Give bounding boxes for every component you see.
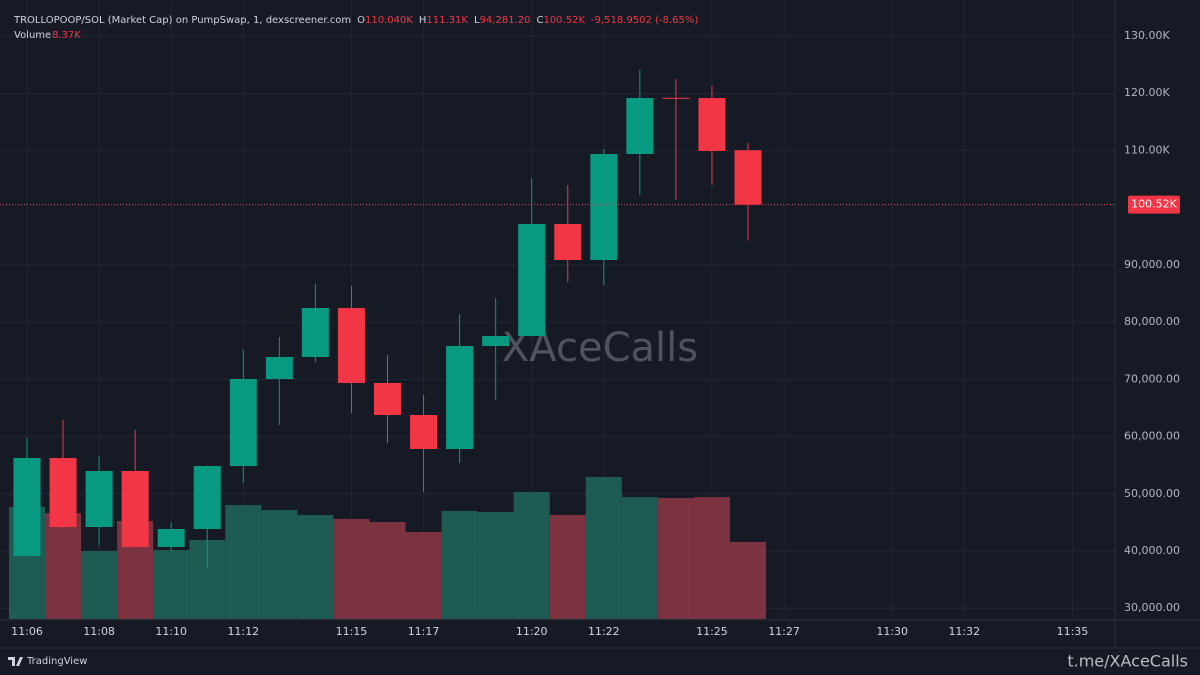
y-tick-label: 90,000.00	[1124, 258, 1180, 271]
ohlc-letter: L	[474, 15, 480, 26]
candle-body	[662, 97, 690, 99]
candle-body	[482, 335, 510, 346]
volume-bar	[261, 509, 298, 619]
volume-bar	[729, 541, 767, 619]
y-tick-label: 110.00K	[1124, 143, 1170, 156]
candle-body	[121, 470, 149, 547]
candle-body	[13, 458, 41, 557]
volume-bar	[225, 504, 262, 619]
volume-bar	[657, 497, 694, 619]
volume-bar	[621, 497, 658, 619]
candle-body	[446, 345, 474, 449]
ohlc-change: -9,518.9502 (-8.65%)	[591, 15, 698, 26]
candle-body	[698, 97, 726, 151]
x-tick-label: 11:32	[948, 625, 980, 638]
y-tick-label: 70,000.00	[1124, 372, 1180, 385]
volume-bar	[549, 514, 586, 619]
ohlc-value: 111.31K	[426, 15, 468, 26]
volume-bar	[81, 550, 118, 619]
y-tick-label: 30,000.00	[1124, 601, 1180, 614]
ohlc-legend: O 110.040K H 111.31K L 94,281.20 C 100.52K -9,51…	[357, 15, 698, 26]
candle-body	[337, 307, 365, 383]
ohlc-letter: H	[419, 15, 427, 26]
x-tick-label: 11:15	[336, 625, 368, 638]
ohlc-value: 110.040K	[365, 15, 413, 26]
y-tick-label: 120.00K	[1124, 86, 1170, 99]
y-tick-label: 40,000.00	[1124, 544, 1180, 557]
volume-bar	[333, 518, 370, 619]
candle-body	[157, 528, 185, 547]
candle-body	[734, 150, 762, 205]
candle-body	[554, 223, 582, 260]
tradingview-logo	[8, 657, 23, 666]
x-tick-label: 11:22	[588, 625, 620, 638]
candle-body	[626, 97, 654, 154]
x-tick-label: 11:30	[876, 625, 908, 638]
candle-body	[49, 458, 77, 527]
last-price-box	[1128, 195, 1180, 214]
volume-value: 8.37K	[52, 30, 81, 41]
candle-body	[229, 378, 257, 466]
x-tick-label: 11:10	[155, 625, 187, 638]
axes: 130.00K 120.00K 110.00K 90,000.00 80,000.00 7…	[11, 29, 1180, 638]
volume-bar	[153, 550, 190, 619]
x-tick-label: 11:17	[408, 625, 440, 638]
x-tick-label: 11:08	[83, 625, 115, 638]
candle-body	[265, 356, 293, 379]
footer-right: t.me/XAceCalls	[1067, 652, 1188, 671]
volume-bar	[585, 477, 622, 619]
candle-body	[410, 414, 438, 449]
ohlc-letter: O	[357, 15, 365, 26]
candle-body	[301, 307, 329, 357]
y-tick-label: 80,000.00	[1124, 315, 1180, 328]
candle-layer	[0, 69, 1115, 569]
candle-body	[518, 223, 546, 336]
volume-bar	[441, 510, 478, 619]
candle-body	[590, 153, 618, 260]
ohlc-value: 100.52K	[543, 15, 585, 26]
volume-bar	[693, 497, 730, 619]
header-title: TROLLOPOOP/SOL (Market Cap) on PumpSwap,…	[13, 15, 351, 26]
x-tick-label: 11:20	[516, 625, 548, 638]
volume-bar	[405, 531, 442, 619]
x-tick-label: 11:12	[227, 625, 259, 638]
candle-body	[193, 465, 221, 529]
y-tick-label: 130.00K	[1124, 29, 1170, 42]
ohlc-value: 94,281.20	[480, 15, 531, 26]
x-tick-label: 11:06	[11, 625, 43, 638]
volume-bar	[297, 514, 334, 619]
candle-body	[85, 470, 113, 527]
volume-bar	[513, 491, 550, 619]
ohlc-letter: C	[536, 15, 543, 26]
y-tick-label: 50,000.00	[1124, 487, 1180, 500]
volume-bar	[477, 511, 514, 619]
x-tick-label: 11:35	[1057, 625, 1089, 638]
volume-bar	[369, 521, 406, 619]
volume-title: Volume	[14, 30, 51, 41]
candle-body	[374, 382, 401, 415]
footer-left: TradingView	[26, 656, 87, 667]
x-tick-label: 11:27	[768, 625, 800, 638]
x-tick-label: 11:25	[696, 625, 728, 638]
volume-layer	[8, 477, 767, 619]
y-tick-label: 60,000.00	[1124, 430, 1180, 443]
last-price-label: 100.52K	[1131, 198, 1177, 211]
volume-bar	[45, 513, 82, 619]
